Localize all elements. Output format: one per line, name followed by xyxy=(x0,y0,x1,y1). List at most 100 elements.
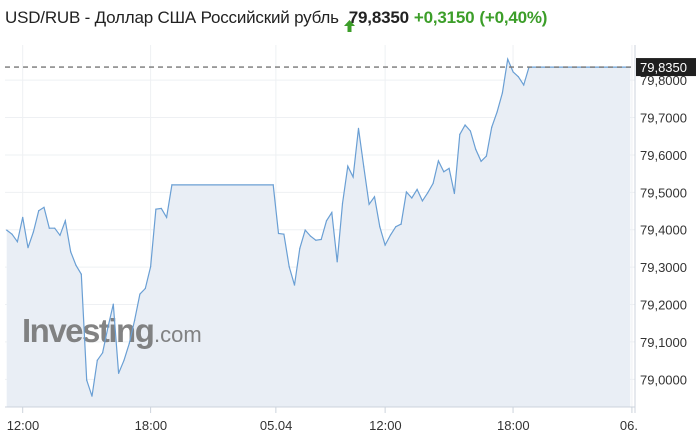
data-point xyxy=(54,227,56,229)
data-point xyxy=(112,303,114,305)
x-tick-label: 06. xyxy=(620,418,638,433)
data-point xyxy=(427,192,429,194)
x-tick-label: 12:00 xyxy=(7,418,40,433)
data-point xyxy=(373,196,376,198)
data-point xyxy=(304,229,306,231)
current-price-tag xyxy=(636,58,696,77)
data-point xyxy=(171,184,173,186)
data-point xyxy=(320,238,322,241)
data-point xyxy=(480,160,482,162)
y-tick-label: 79,8000 xyxy=(640,73,687,88)
data-point xyxy=(357,127,360,129)
y-tick-label: 79,0000 xyxy=(640,372,687,387)
data-point xyxy=(421,200,424,202)
x-tick-label: 12:00 xyxy=(369,418,402,433)
data-point xyxy=(453,192,456,195)
y-tick-label: 79,5000 xyxy=(640,185,687,200)
data-point xyxy=(491,126,493,128)
data-point xyxy=(475,148,477,150)
data-point xyxy=(395,226,397,228)
y-tick-label: 79,3000 xyxy=(640,260,687,275)
data-point xyxy=(283,233,285,235)
data-point xyxy=(469,130,472,132)
data-point xyxy=(107,326,109,328)
data-point xyxy=(38,210,40,212)
current-price-tag-label: 79,8350 xyxy=(640,60,687,75)
y-tick-label: 79,4000 xyxy=(640,223,687,238)
price-change: +0,3150 xyxy=(413,8,475,27)
data-point xyxy=(160,207,162,210)
data-point xyxy=(459,133,461,135)
data-point xyxy=(416,188,418,190)
data-point xyxy=(432,182,434,184)
y-tick-label: 79,7000 xyxy=(640,111,687,126)
data-point xyxy=(379,226,381,228)
data-point xyxy=(75,264,77,266)
data-point xyxy=(443,171,445,173)
data-point xyxy=(405,191,408,193)
data-point xyxy=(507,58,509,60)
watermark-suffix: .com xyxy=(154,322,202,347)
data-point xyxy=(331,211,333,214)
data-point xyxy=(288,266,290,268)
data-point xyxy=(277,232,280,235)
data-point xyxy=(272,184,274,186)
watermark-brand: Investing xyxy=(22,312,153,349)
y-tick-label: 79,2000 xyxy=(640,298,687,313)
data-point xyxy=(91,395,93,397)
data-point xyxy=(139,293,141,295)
data-point xyxy=(22,216,24,218)
data-point xyxy=(389,234,392,236)
data-point xyxy=(118,372,120,374)
data-point xyxy=(384,244,386,246)
x-tick-label: 18:00 xyxy=(135,418,168,433)
data-point xyxy=(150,266,152,268)
data-point xyxy=(59,234,61,236)
data-point xyxy=(485,155,487,157)
data-point xyxy=(464,124,466,126)
data-point xyxy=(123,359,125,361)
instrument-header: USD/RUB - Доллар США Российский рубль 79… xyxy=(5,8,548,32)
data-point xyxy=(400,223,402,225)
data-point xyxy=(32,231,34,233)
data-point xyxy=(325,220,328,222)
data-point xyxy=(64,220,66,222)
data-point xyxy=(315,239,317,241)
data-point xyxy=(336,261,338,263)
data-point xyxy=(437,160,440,162)
data-point xyxy=(501,92,503,94)
data-point xyxy=(496,111,498,113)
data-point xyxy=(363,166,365,168)
data-point xyxy=(309,235,312,237)
data-point xyxy=(299,247,301,250)
data-point xyxy=(512,71,514,73)
price-line xyxy=(6,57,631,397)
data-point xyxy=(80,273,82,275)
data-point xyxy=(352,176,354,178)
data-point xyxy=(27,247,29,249)
data-point xyxy=(411,197,413,199)
data-point xyxy=(166,216,168,218)
data-point xyxy=(48,227,50,229)
data-point xyxy=(128,342,130,345)
instrument-title: USD/RUB - Доллар США Российский рубль xyxy=(5,8,339,27)
data-point xyxy=(144,287,146,290)
data-point xyxy=(16,241,18,243)
data-point xyxy=(368,203,370,205)
x-tick-label: 05.04 xyxy=(260,418,293,433)
data-point xyxy=(70,251,72,253)
data-point xyxy=(523,84,525,86)
data-point xyxy=(517,76,519,78)
watermark: Investing .com xyxy=(22,312,202,349)
data-point xyxy=(86,379,88,381)
current-price: 79,8350 xyxy=(348,8,409,27)
data-point xyxy=(448,167,450,170)
data-point xyxy=(134,319,136,321)
data-point xyxy=(11,233,13,235)
data-point xyxy=(155,208,157,210)
data-point xyxy=(102,352,104,354)
y-tick-label: 79,6000 xyxy=(640,148,687,163)
price-change-percent: (+0,40%) xyxy=(479,8,548,27)
data-point xyxy=(6,229,8,231)
